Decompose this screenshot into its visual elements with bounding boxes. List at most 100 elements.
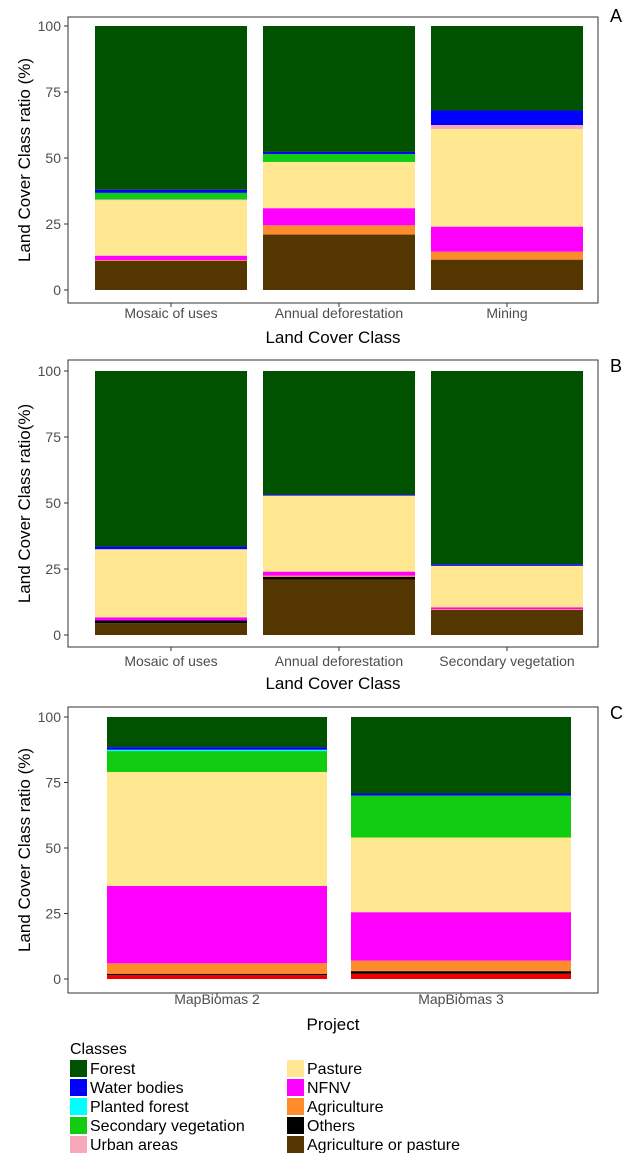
- bar-segment-others: [107, 973, 327, 976]
- bar-segment-water: [263, 494, 415, 496]
- y-tick-label: 0: [53, 282, 61, 298]
- bar-segment-agriculture: [431, 251, 583, 260]
- bar-segment-planted: [107, 749, 327, 752]
- bar-segment-water: [431, 564, 583, 566]
- bar-segment-urban: [95, 199, 247, 201]
- legend-swatch-nfnv: [287, 1079, 304, 1096]
- bar-segment-pasture: [263, 495, 415, 572]
- x-tick-label: MapBiomas 3: [418, 991, 504, 1007]
- legend: Classes Forest Water bodies Planted forest S…: [70, 1041, 460, 1153]
- y-tick-label: 75: [45, 429, 61, 445]
- bar-segment-water: [431, 110, 583, 125]
- bar-segment-forest: [431, 26, 583, 111]
- panel-b: Mosaic of uses Annual deforestation Second…: [15, 356, 622, 693]
- panel-border: [67, 706, 599, 994]
- legend-swatch-others: [287, 1117, 304, 1134]
- bar-segment-nfnv: [107, 885, 327, 964]
- bar-segment-agripasture: [263, 234, 415, 290]
- panel-a: Mosaic of uses Annual deforestation Mining…: [15, 6, 622, 347]
- legend-label-agriculture: Agriculture: [307, 1099, 384, 1116]
- bar-segment-pasture: [107, 772, 327, 886]
- bar-segment-pasture: [95, 549, 247, 618]
- bar-segment-water: [263, 151, 415, 155]
- x-tick-label: Mosaic of uses: [124, 653, 217, 669]
- panel-letter: A: [610, 6, 622, 26]
- bar-segment-agriculture: [107, 963, 327, 974]
- legend-swatch-forest: [70, 1060, 87, 1077]
- x-tick-label: Mining: [486, 305, 527, 321]
- bar-segment-pasture: [431, 128, 583, 227]
- bar-segment-pasture: [431, 565, 583, 608]
- y-tick-label: 0: [53, 971, 61, 987]
- bar-segment-forest: [95, 371, 247, 547]
- bar-segment-forest: [95, 26, 247, 190]
- y-axis-title: Land Cover Class ratio (%): [15, 58, 34, 262]
- bar-segment-agriculture: [351, 960, 571, 972]
- x-tick-label: MapBiomas 2: [174, 991, 260, 1007]
- bar-segment-water: [95, 189, 247, 193]
- bar-segment-pasture: [351, 837, 571, 913]
- bar-segment-agripasture: [95, 623, 247, 635]
- y-tick-label: 0: [53, 627, 61, 643]
- bar-segment-secondary: [95, 192, 247, 200]
- bar-segment-agriculture: [95, 260, 247, 261]
- bar-segment-forest: [263, 371, 415, 495]
- bar-segment-forest: [263, 26, 415, 152]
- legend-swatch-urban: [70, 1136, 87, 1153]
- bar-segment-pasture: [95, 200, 247, 256]
- y-tick-label: 25: [45, 561, 61, 577]
- legend-swatch-secondary: [70, 1117, 87, 1134]
- y-tick-label: 100: [38, 709, 62, 725]
- bar-segment-water: [107, 747, 327, 750]
- bar-segment-others: [263, 576, 415, 580]
- y-axis-title: Land Cover Class ratio (%): [15, 748, 34, 952]
- panel-letter: C: [610, 703, 623, 723]
- panel-border: [67, 16, 599, 304]
- bar-segment-forest: [431, 371, 583, 565]
- x-axis-title: Project: [307, 1015, 360, 1034]
- legend-swatch-planted: [70, 1098, 87, 1115]
- panel-letter: B: [610, 356, 622, 376]
- bar-segment-agripasture: [263, 579, 415, 635]
- panel-c: MapBiomas 2 MapBiomas 3 0 25 50 75 100 Project L…: [15, 703, 623, 1034]
- bar-segment-red_unlabeled: [107, 975, 327, 979]
- bar-segment-nfnv: [431, 607, 583, 610]
- bar-segment-agripasture: [95, 260, 247, 290]
- y-tick-label: 100: [38, 18, 62, 34]
- bar-segment-nfnv: [263, 571, 415, 576]
- legend-swatch-water: [70, 1079, 87, 1096]
- y-tick-label: 50: [45, 150, 61, 166]
- y-tick-label: 75: [45, 84, 61, 100]
- legend-label-forest: Forest: [90, 1061, 136, 1078]
- legend-swatch-pasture: [287, 1060, 304, 1077]
- legend-label-water: Water bodies: [90, 1080, 184, 1097]
- x-tick-label: Annual deforestation: [275, 653, 403, 669]
- bar-segment-agriculture: [263, 225, 415, 235]
- legend-swatch-agripasture: [287, 1136, 304, 1153]
- x-tick-label: Annual deforestation: [275, 305, 403, 321]
- bar-segment-secondary: [263, 154, 415, 162]
- y-tick-label: 50: [45, 840, 61, 856]
- x-axis-title: Land Cover Class: [265, 328, 400, 347]
- x-axis-title: Land Cover Class: [265, 674, 400, 693]
- bar-segment-nfnv: [263, 208, 415, 226]
- bar-segment-nfnv: [431, 226, 583, 252]
- bar-segment-secondary: [351, 795, 571, 838]
- bar-segment-nfnv: [351, 912, 571, 961]
- bar-segment-agriculture: [263, 575, 415, 577]
- legend-label-planted: Planted forest: [90, 1099, 189, 1116]
- legend-swatch-agriculture: [287, 1098, 304, 1115]
- bar-segment-agriculture: [431, 609, 583, 610]
- y-tick-label: 50: [45, 495, 61, 511]
- x-tick-label: Secondary vegetation: [439, 653, 574, 669]
- legend-label-nfnv: NFNV: [307, 1080, 351, 1097]
- bar-segment-others: [95, 620, 247, 624]
- y-tick-label: 100: [38, 363, 62, 379]
- y-tick-label: 25: [45, 216, 61, 232]
- y-tick-label: 25: [45, 906, 61, 922]
- legend-label-agripasture: Agriculture or pasture: [307, 1137, 460, 1153]
- y-axis-title: Land Cover Class ratio(%): [15, 404, 34, 603]
- bar-segment-agripasture: [431, 259, 583, 290]
- bar-segment-pasture: [263, 161, 415, 209]
